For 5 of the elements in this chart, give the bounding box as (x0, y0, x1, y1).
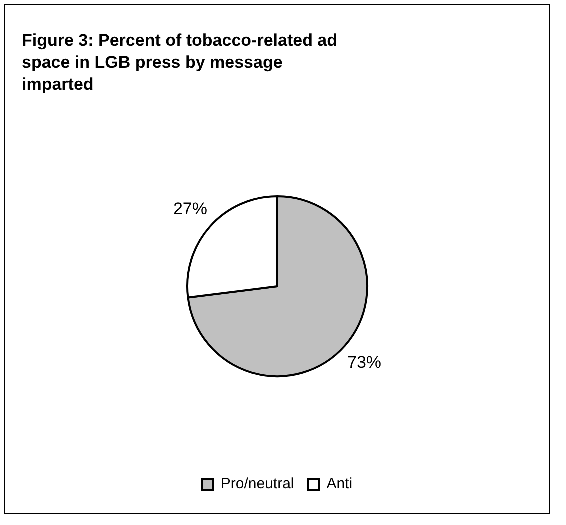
data-label: 73% (347, 352, 382, 372)
legend-label: Pro/neutral (220, 476, 294, 493)
data-label: 27% (173, 199, 208, 218)
legend-label: Anti (326, 476, 353, 493)
chart-title: Figure 3: Percent of tobacco-related ad space in LGB press by message imparted (22, 30, 339, 96)
